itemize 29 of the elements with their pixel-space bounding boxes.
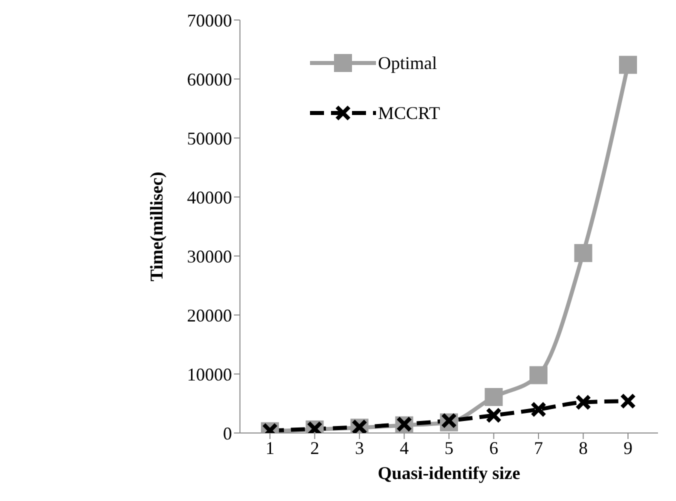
x-tick-label: 7 — [534, 438, 543, 458]
x-tick-label: 2 — [310, 438, 320, 458]
legend-label: Optimal — [378, 52, 437, 75]
y-tick-label: 30000 — [186, 246, 232, 266]
y-axis-title: Time(millisec) — [146, 172, 166, 282]
x-tick-label: 6 — [489, 438, 498, 458]
y-tick-label: 70000 — [186, 10, 232, 30]
x-axis-title: Quasi-identify size — [378, 463, 520, 483]
x-tick-label: 4 — [400, 438, 409, 458]
y-tick-label: 40000 — [186, 187, 232, 208]
point — [575, 394, 592, 410]
point — [620, 393, 636, 410]
x-tick-label: 3 — [354, 438, 364, 458]
y-tick-label: 20000 — [186, 305, 232, 326]
y-tick-label: 10000 — [186, 364, 232, 384]
point — [529, 366, 548, 384]
point — [484, 388, 503, 406]
point — [619, 56, 637, 74]
point — [530, 401, 546, 418]
x-tick-label: 8 — [578, 438, 588, 458]
x-tick-label: 5 — [444, 438, 454, 458]
x-tick-label: 1 — [265, 438, 274, 458]
x-tick-label: 9 — [624, 438, 632, 458]
y-tick-label: 60000 — [186, 69, 232, 90]
y-tick-label: 0 — [222, 423, 232, 444]
point — [486, 407, 502, 424]
y-tick-label: 50000 — [186, 128, 232, 148]
legend-label: MCCRT — [378, 102, 440, 125]
point — [574, 244, 592, 262]
